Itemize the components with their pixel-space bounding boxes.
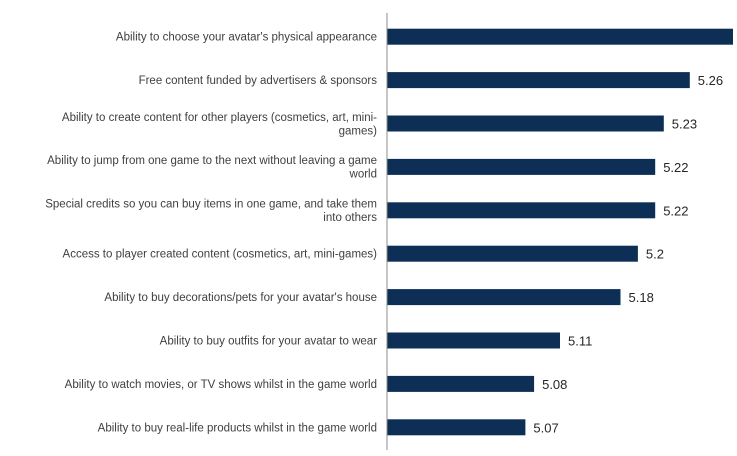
bar-7 bbox=[387, 289, 621, 306]
category-label-2: Free content funded by advertisers & spo… bbox=[139, 75, 378, 87]
value-label-8: 5.11 bbox=[568, 334, 592, 349]
category-label-3: Ability to create content for other play… bbox=[62, 112, 377, 138]
category-label-4: Ability to jump from one game to the nex… bbox=[47, 155, 377, 181]
category-label-9: Ability to watch movies, or TV shows whi… bbox=[65, 379, 377, 391]
value-label-10: 5.07 bbox=[533, 420, 558, 435]
value-label-9: 5.08 bbox=[542, 377, 567, 392]
bar-1 bbox=[387, 28, 733, 45]
bar-10 bbox=[387, 419, 526, 436]
value-label-4: 5.22 bbox=[663, 160, 688, 175]
bar-4 bbox=[387, 158, 656, 175]
bar-8 bbox=[387, 332, 560, 349]
bar-3 bbox=[387, 115, 664, 132]
bar-6 bbox=[387, 245, 638, 262]
category-label-5: Special credits so you can buy items in … bbox=[45, 199, 377, 225]
bar-9 bbox=[387, 375, 535, 392]
category-label-1: Ability to choose your avatar's physical… bbox=[116, 32, 377, 44]
value-label-5: 5.22 bbox=[663, 203, 688, 218]
bar-2 bbox=[387, 72, 690, 89]
value-label-2: 5.26 bbox=[698, 73, 723, 88]
category-label-6: Access to player created content (cosmet… bbox=[63, 249, 378, 261]
category-label-10: Ability to buy real-life products whilst… bbox=[98, 422, 377, 434]
bar-5 bbox=[387, 202, 656, 219]
value-label-7: 5.18 bbox=[629, 290, 654, 305]
value-label-6: 5.2 bbox=[646, 247, 664, 262]
category-label-7: Ability to buy decorations/pets for your… bbox=[104, 292, 377, 304]
value-label-3: 5.23 bbox=[672, 117, 697, 132]
category-label-8: Ability to buy outfits for your avatar t… bbox=[160, 336, 377, 348]
